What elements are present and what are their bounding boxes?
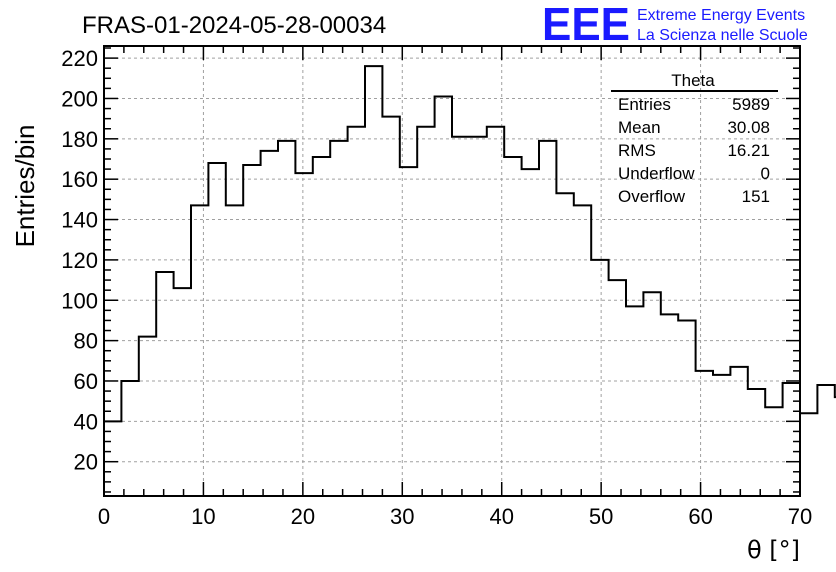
histogram-bin xyxy=(661,314,678,496)
histogram-outline xyxy=(103,65,836,496)
plot-frame xyxy=(103,45,801,497)
histogram-bin xyxy=(730,367,747,496)
histogram-bin xyxy=(121,381,138,496)
histogram-bin xyxy=(591,260,608,496)
histogram-bin xyxy=(522,169,539,496)
histogram-bin xyxy=(765,407,782,496)
y-tick-label: 140 xyxy=(61,208,98,233)
x-axis-label: θ [°] xyxy=(747,536,800,564)
brand-line-2: La Scienza nelle Scuole xyxy=(637,27,808,44)
stats-value: 151 xyxy=(742,187,770,206)
histogram-bin xyxy=(626,306,643,496)
x-tick-label: 20 xyxy=(291,504,315,529)
histogram-bin xyxy=(817,385,834,496)
histogram-bin xyxy=(139,337,156,496)
histogram-bin xyxy=(800,413,817,496)
eee-branding: EEE Extreme Energy Events La Scienza nel… xyxy=(542,0,808,50)
histogram-bin xyxy=(382,117,399,496)
y-tick-label: 80 xyxy=(74,329,98,354)
histogram-bin xyxy=(208,163,225,496)
histogram-bin xyxy=(243,165,260,496)
stats-label: Underflow xyxy=(618,164,695,183)
histogram-bin xyxy=(696,371,713,496)
x-tick-label: 50 xyxy=(589,504,613,529)
histogram-bin xyxy=(226,205,243,496)
plot-border xyxy=(103,45,801,497)
y-tick-label: 200 xyxy=(61,86,98,111)
histogram-bin xyxy=(313,157,330,496)
histogram-bin xyxy=(783,383,800,496)
histogram-bin xyxy=(104,421,121,496)
chart-title: FRAS-01-2024-05-28-00034 xyxy=(82,12,386,39)
stats-rows: Entries 5989 Mean 30.08 RMS 16.21 Underflow 0 Ov… xyxy=(618,95,770,206)
histogram-bin xyxy=(365,66,382,496)
stats-value: 30.08 xyxy=(727,118,770,137)
y-tick-label: 40 xyxy=(74,409,98,434)
stats-label: Mean xyxy=(618,118,661,137)
histogram-bin xyxy=(469,137,486,496)
y-tick-label: 60 xyxy=(74,369,98,394)
histogram-bin xyxy=(156,272,173,496)
stats-box: Theta Entries 5989 Mean 30.08 RMS 16.21 Underf… xyxy=(611,71,778,206)
histogram-bin xyxy=(278,141,295,496)
eee-logo: EEE xyxy=(542,0,630,50)
histogram-bin xyxy=(504,157,521,496)
x-tick-label: 60 xyxy=(688,504,712,529)
histogram-bin xyxy=(452,137,469,496)
histogram-bin xyxy=(556,193,573,496)
axis-ticks: 0 10 20 30 40 50 60 70 20 40 60 80 100 120 140 160 180 20… xyxy=(61,46,812,529)
histogram-bin xyxy=(609,280,626,496)
histogram-bin xyxy=(678,320,695,496)
histogram-bin xyxy=(713,375,730,496)
y-tick-label: 100 xyxy=(61,288,98,313)
stats-value: 0 xyxy=(761,164,770,183)
histogram-bin xyxy=(191,205,208,496)
y-tick-label: 220 xyxy=(61,46,98,71)
stats-label: Entries xyxy=(618,95,671,114)
histogram-bin xyxy=(539,141,556,496)
y-tick-label: 20 xyxy=(74,450,98,475)
stats-value: 5989 xyxy=(732,95,770,114)
x-tick-label: 70 xyxy=(788,504,812,529)
stats-value: 16.21 xyxy=(727,141,770,160)
histogram-bin xyxy=(174,288,191,496)
brand-line-1: Extreme Energy Events xyxy=(637,7,805,24)
histogram-bin xyxy=(748,389,765,496)
stats-title: Theta xyxy=(671,71,715,90)
x-tick-label: 40 xyxy=(489,504,513,529)
stats-label: RMS xyxy=(618,141,656,160)
x-tick-label: 10 xyxy=(191,504,215,529)
histogram-bin xyxy=(295,173,312,496)
histogram-bin xyxy=(417,127,434,496)
histogram-bin xyxy=(330,141,347,496)
x-tick-label: 0 xyxy=(98,504,110,529)
y-tick-label: 160 xyxy=(61,167,98,192)
y-tick-label: 120 xyxy=(61,248,98,273)
histogram-bin xyxy=(574,205,591,496)
y-axis-label: Entries/bin xyxy=(10,125,40,248)
histogram-bin xyxy=(643,292,660,496)
histogram-bin xyxy=(435,96,452,496)
y-tick-label: 180 xyxy=(61,127,98,152)
x-tick-label: 30 xyxy=(390,504,414,529)
histogram-bin xyxy=(348,127,365,496)
histogram-bin xyxy=(261,151,278,496)
stats-label: Overflow xyxy=(618,187,686,206)
histogram-bars xyxy=(103,65,836,496)
